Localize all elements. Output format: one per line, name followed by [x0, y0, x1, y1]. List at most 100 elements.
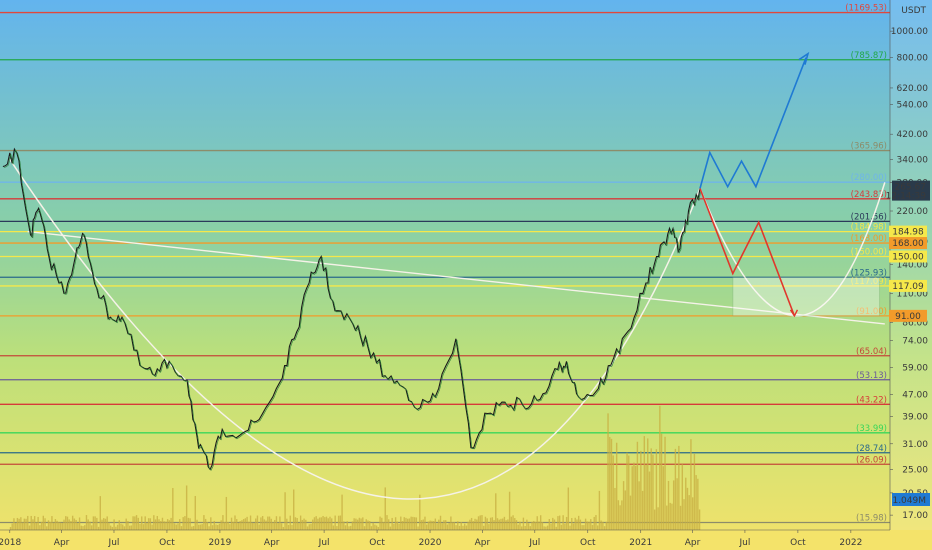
volume-bar [70, 520, 72, 530]
volume-bar [182, 517, 184, 530]
volume-bar [63, 519, 65, 530]
volume-bar [294, 517, 297, 530]
y-tick-label-15: 39.00 [902, 413, 928, 423]
y-tick-label-10: 110.00 [897, 289, 929, 299]
volume-bar [438, 519, 440, 530]
volume-bar [467, 521, 469, 530]
volume-bar [175, 524, 177, 530]
volume-bar [448, 522, 450, 530]
volume-bar [539, 515, 542, 530]
volume-bar [49, 521, 51, 530]
volume-bar [284, 492, 286, 530]
volume-bar [367, 520, 369, 530]
x-tick-label-16: 2022 [839, 538, 862, 548]
volume-bar [189, 518, 191, 530]
volume-bar [329, 516, 331, 530]
volume-bar [353, 518, 355, 530]
volume-bar [286, 518, 288, 530]
volume-bar [310, 523, 312, 530]
volume-bar [75, 519, 77, 530]
volume-bar [486, 518, 488, 530]
consolidation-box [732, 276, 881, 317]
level-tag-2 [889, 250, 927, 263]
volume-bar [526, 519, 528, 530]
volume-bar [445, 520, 447, 530]
volume-bar [313, 517, 316, 530]
volume-bar [327, 518, 329, 530]
volume-bar [267, 516, 269, 530]
level-tag-label-4: 91.00 [895, 312, 921, 322]
volume-bar [645, 464, 647, 530]
volume-bar [693, 453, 696, 530]
volume-bar [465, 525, 468, 530]
volume-bar [527, 523, 530, 530]
volume-bar [408, 518, 411, 530]
volume-bar [315, 516, 317, 530]
volume-bar [375, 525, 378, 530]
volume-bar [674, 448, 677, 530]
volume-bar [191, 526, 193, 530]
volume-bar [477, 516, 480, 530]
volume-bar [634, 465, 637, 530]
volume-bar [103, 518, 105, 530]
volume-bar [244, 518, 247, 530]
price-series [2, 147, 702, 471]
x-tick-label-12: 2021 [629, 538, 652, 548]
y-tick-label-2: 620.00 [897, 84, 929, 94]
volume-bar [260, 517, 262, 530]
volume-bar [519, 521, 521, 530]
volume-bar [633, 462, 635, 530]
volume-bar [685, 477, 687, 530]
volume-bar [20, 517, 22, 530]
volume-bar [351, 521, 354, 530]
volume-bar [66, 516, 69, 530]
volume-bar [393, 524, 395, 530]
y-tick-label-19: 17.00 [902, 511, 928, 521]
volume-bar [225, 496, 228, 530]
volume-bar [626, 452, 628, 530]
volume-bar [116, 524, 119, 530]
volume-bar [180, 526, 183, 530]
volume-bar [595, 515, 597, 530]
volume-bar [429, 520, 431, 530]
volume-bar [598, 490, 601, 530]
volume-bar [538, 521, 540, 530]
volume-bar [299, 515, 302, 530]
y-tick-label-11: 86.00 [902, 319, 928, 329]
volume-bar [610, 438, 613, 530]
volume-bar [431, 520, 433, 530]
volume-bar [581, 525, 583, 530]
volume-bar [134, 516, 136, 530]
volume-bar [263, 519, 266, 530]
volume-bar [56, 520, 58, 530]
volume-bar [141, 516, 143, 530]
volume-bar [348, 526, 350, 530]
volume-bar [491, 517, 494, 530]
volume-bar [602, 521, 604, 530]
volume-bar [520, 526, 523, 530]
volume-tag-value: 1.049M [892, 496, 926, 506]
volume-bar [44, 518, 46, 530]
volume-bar [662, 466, 665, 530]
volume-bar [498, 519, 500, 530]
volume-bar [317, 518, 319, 530]
volume-bar [249, 515, 252, 530]
level-label-0: (1169.53) [845, 4, 887, 14]
volume-bar [550, 523, 552, 530]
volume-bar [631, 466, 633, 530]
volume-bar [583, 525, 585, 530]
volume-bar [282, 526, 285, 530]
volume-bar [324, 517, 326, 530]
volume-bar [372, 522, 374, 530]
volume-bar [590, 519, 592, 530]
volume-bar [236, 519, 238, 530]
price-line [2, 147, 701, 471]
volume-bar [671, 503, 673, 530]
volume-bar [132, 516, 134, 530]
volume-bar [641, 490, 644, 530]
volume-bar [500, 518, 502, 530]
volume-bar [46, 526, 48, 530]
volume-bar [458, 525, 461, 530]
volume-bar [363, 526, 366, 530]
